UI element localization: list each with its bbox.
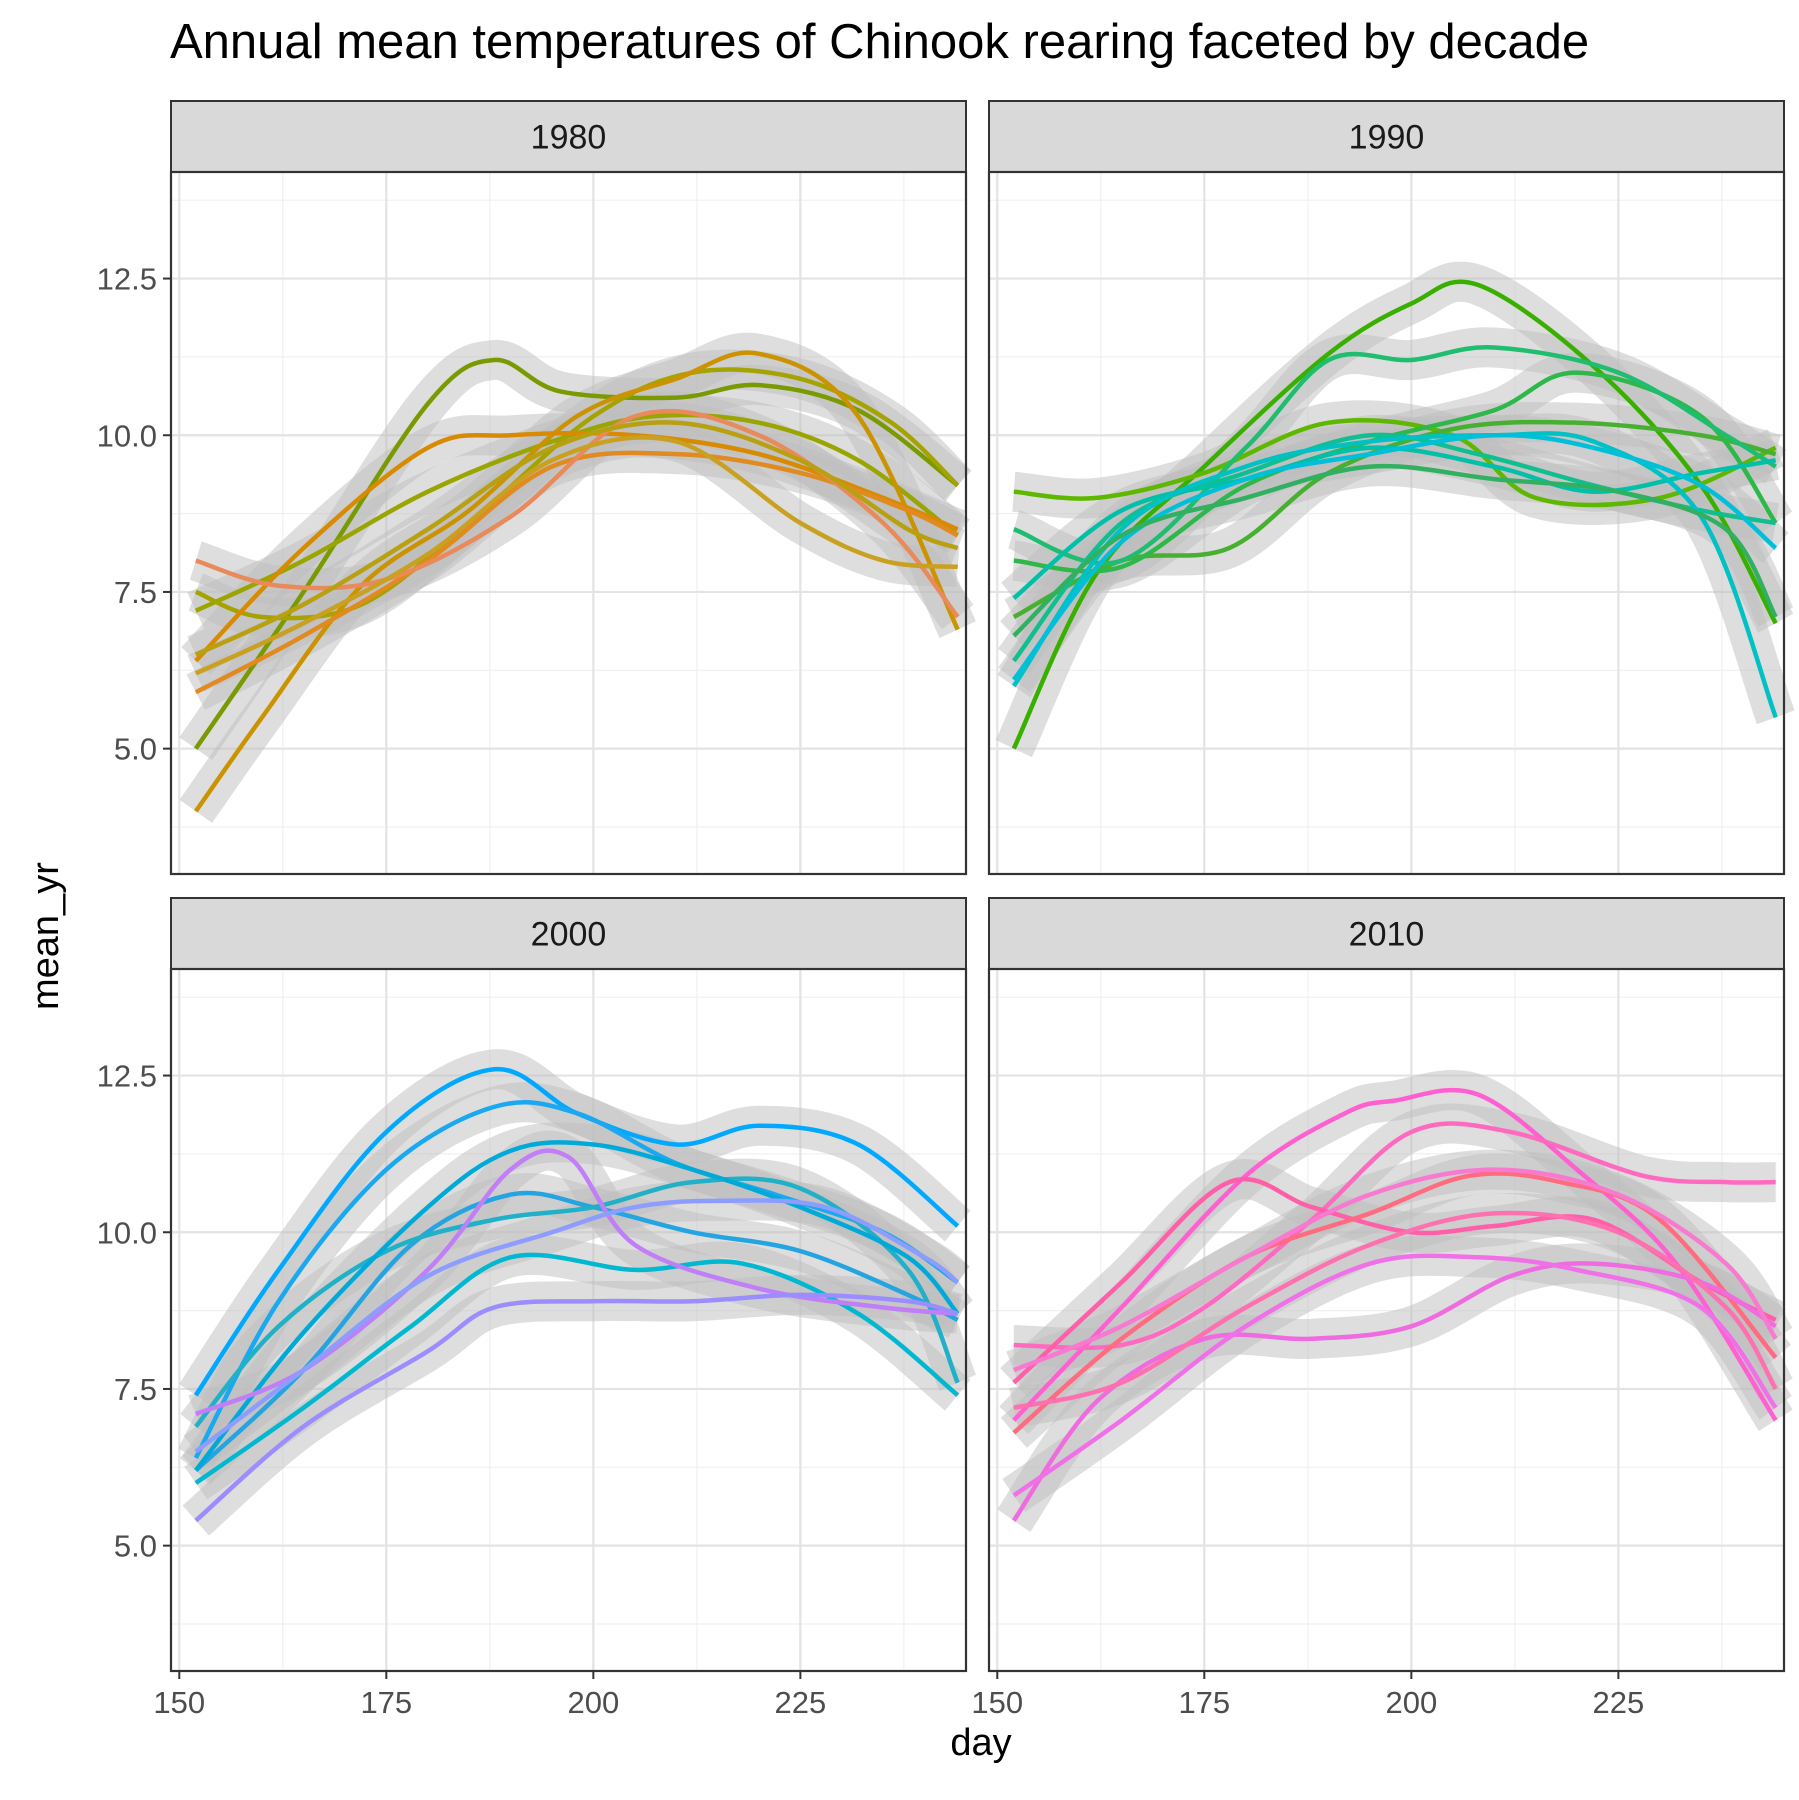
x-tick-label: 200	[567, 1685, 619, 1720]
series-lines	[1011, 279, 1778, 750]
x-tick-label: 200	[1385, 1685, 1437, 1720]
chart-title: Annual mean temperatures of Chinook rear…	[170, 15, 1590, 69]
x-tick-label: 225	[1593, 1685, 1645, 1720]
series-line	[1012, 463, 1778, 638]
series-line	[194, 431, 959, 663]
series-line	[193, 350, 960, 813]
series-line	[1012, 1171, 1778, 1435]
series-line	[194, 1148, 958, 1417]
series-line	[194, 1190, 959, 1473]
y-tick-label: 7.5	[114, 1372, 157, 1407]
panel-border	[987, 170, 1786, 876]
y-tick-label: 12.5	[97, 262, 157, 297]
series-line	[1012, 1087, 1778, 1422]
y-tick-label: 7.5	[114, 575, 157, 610]
series-line	[1013, 345, 1777, 566]
panel-border	[987, 967, 1786, 1673]
y-tick-label: 10.0	[97, 418, 157, 453]
facet-strip-label: 1990	[1349, 119, 1425, 157]
series-line	[194, 1292, 959, 1523]
x-tick-label: 175	[360, 1685, 412, 1720]
panel-background	[171, 172, 966, 874]
series-line	[194, 420, 959, 657]
x-tick-label: 150	[153, 1685, 205, 1720]
facet-panel-1990: 1990	[987, 100, 1795, 876]
panel-border	[169, 170, 968, 876]
series-line	[1012, 1253, 1778, 1498]
facet-panel-1980: 1980 5.0 7.5 10.0 12.5	[97, 100, 976, 876]
series-line	[193, 357, 960, 750]
series-lines	[1011, 1087, 1778, 1522]
series-lines	[193, 1067, 960, 1523]
series-lines	[193, 350, 960, 813]
series-line	[1012, 1167, 1778, 1373]
series-line	[1013, 1121, 1776, 1351]
x-axis-label: day	[950, 1722, 1012, 1764]
facet-strip	[988, 897, 1785, 970]
panel-border	[169, 967, 968, 1673]
facet-panel-2000: 2000 5.0 7.5 10.0 12.5 150 175 200 225	[97, 897, 977, 1720]
series-line	[1013, 1210, 1778, 1410]
series-line	[1012, 432, 1778, 682]
series-line	[193, 1100, 959, 1459]
facet-strip	[988, 100, 1785, 173]
series-line	[194, 1252, 960, 1485]
facet-panel-2010: 2010 150 175 200 225	[971, 897, 1794, 1720]
y-tick-label: 10.0	[97, 1215, 157, 1250]
facet-strip	[170, 100, 967, 173]
series-line	[193, 1067, 960, 1397]
facet-strip-label: 2000	[531, 916, 607, 954]
x-tick-label: 175	[1178, 1685, 1230, 1720]
series-line	[1013, 370, 1778, 574]
series-line	[194, 435, 958, 676]
facet-strip	[170, 897, 967, 970]
facet-strip-label: 2010	[1349, 916, 1425, 954]
y-tick-label: 5.0	[114, 732, 157, 767]
series-line	[1011, 1261, 1777, 1522]
y-axis-label: mean_yr	[25, 862, 67, 1010]
series-line	[194, 412, 960, 613]
series-line	[194, 1140, 960, 1472]
facet-strip-label: 1980	[531, 119, 607, 157]
x-tick-label: 225	[775, 1685, 827, 1720]
series-line	[194, 1198, 960, 1454]
x-tick-label: 150	[971, 1685, 1023, 1720]
y-tick-label: 5.0	[114, 1529, 157, 1564]
y-tick-label: 12.5	[97, 1059, 157, 1094]
series-line	[194, 367, 960, 621]
